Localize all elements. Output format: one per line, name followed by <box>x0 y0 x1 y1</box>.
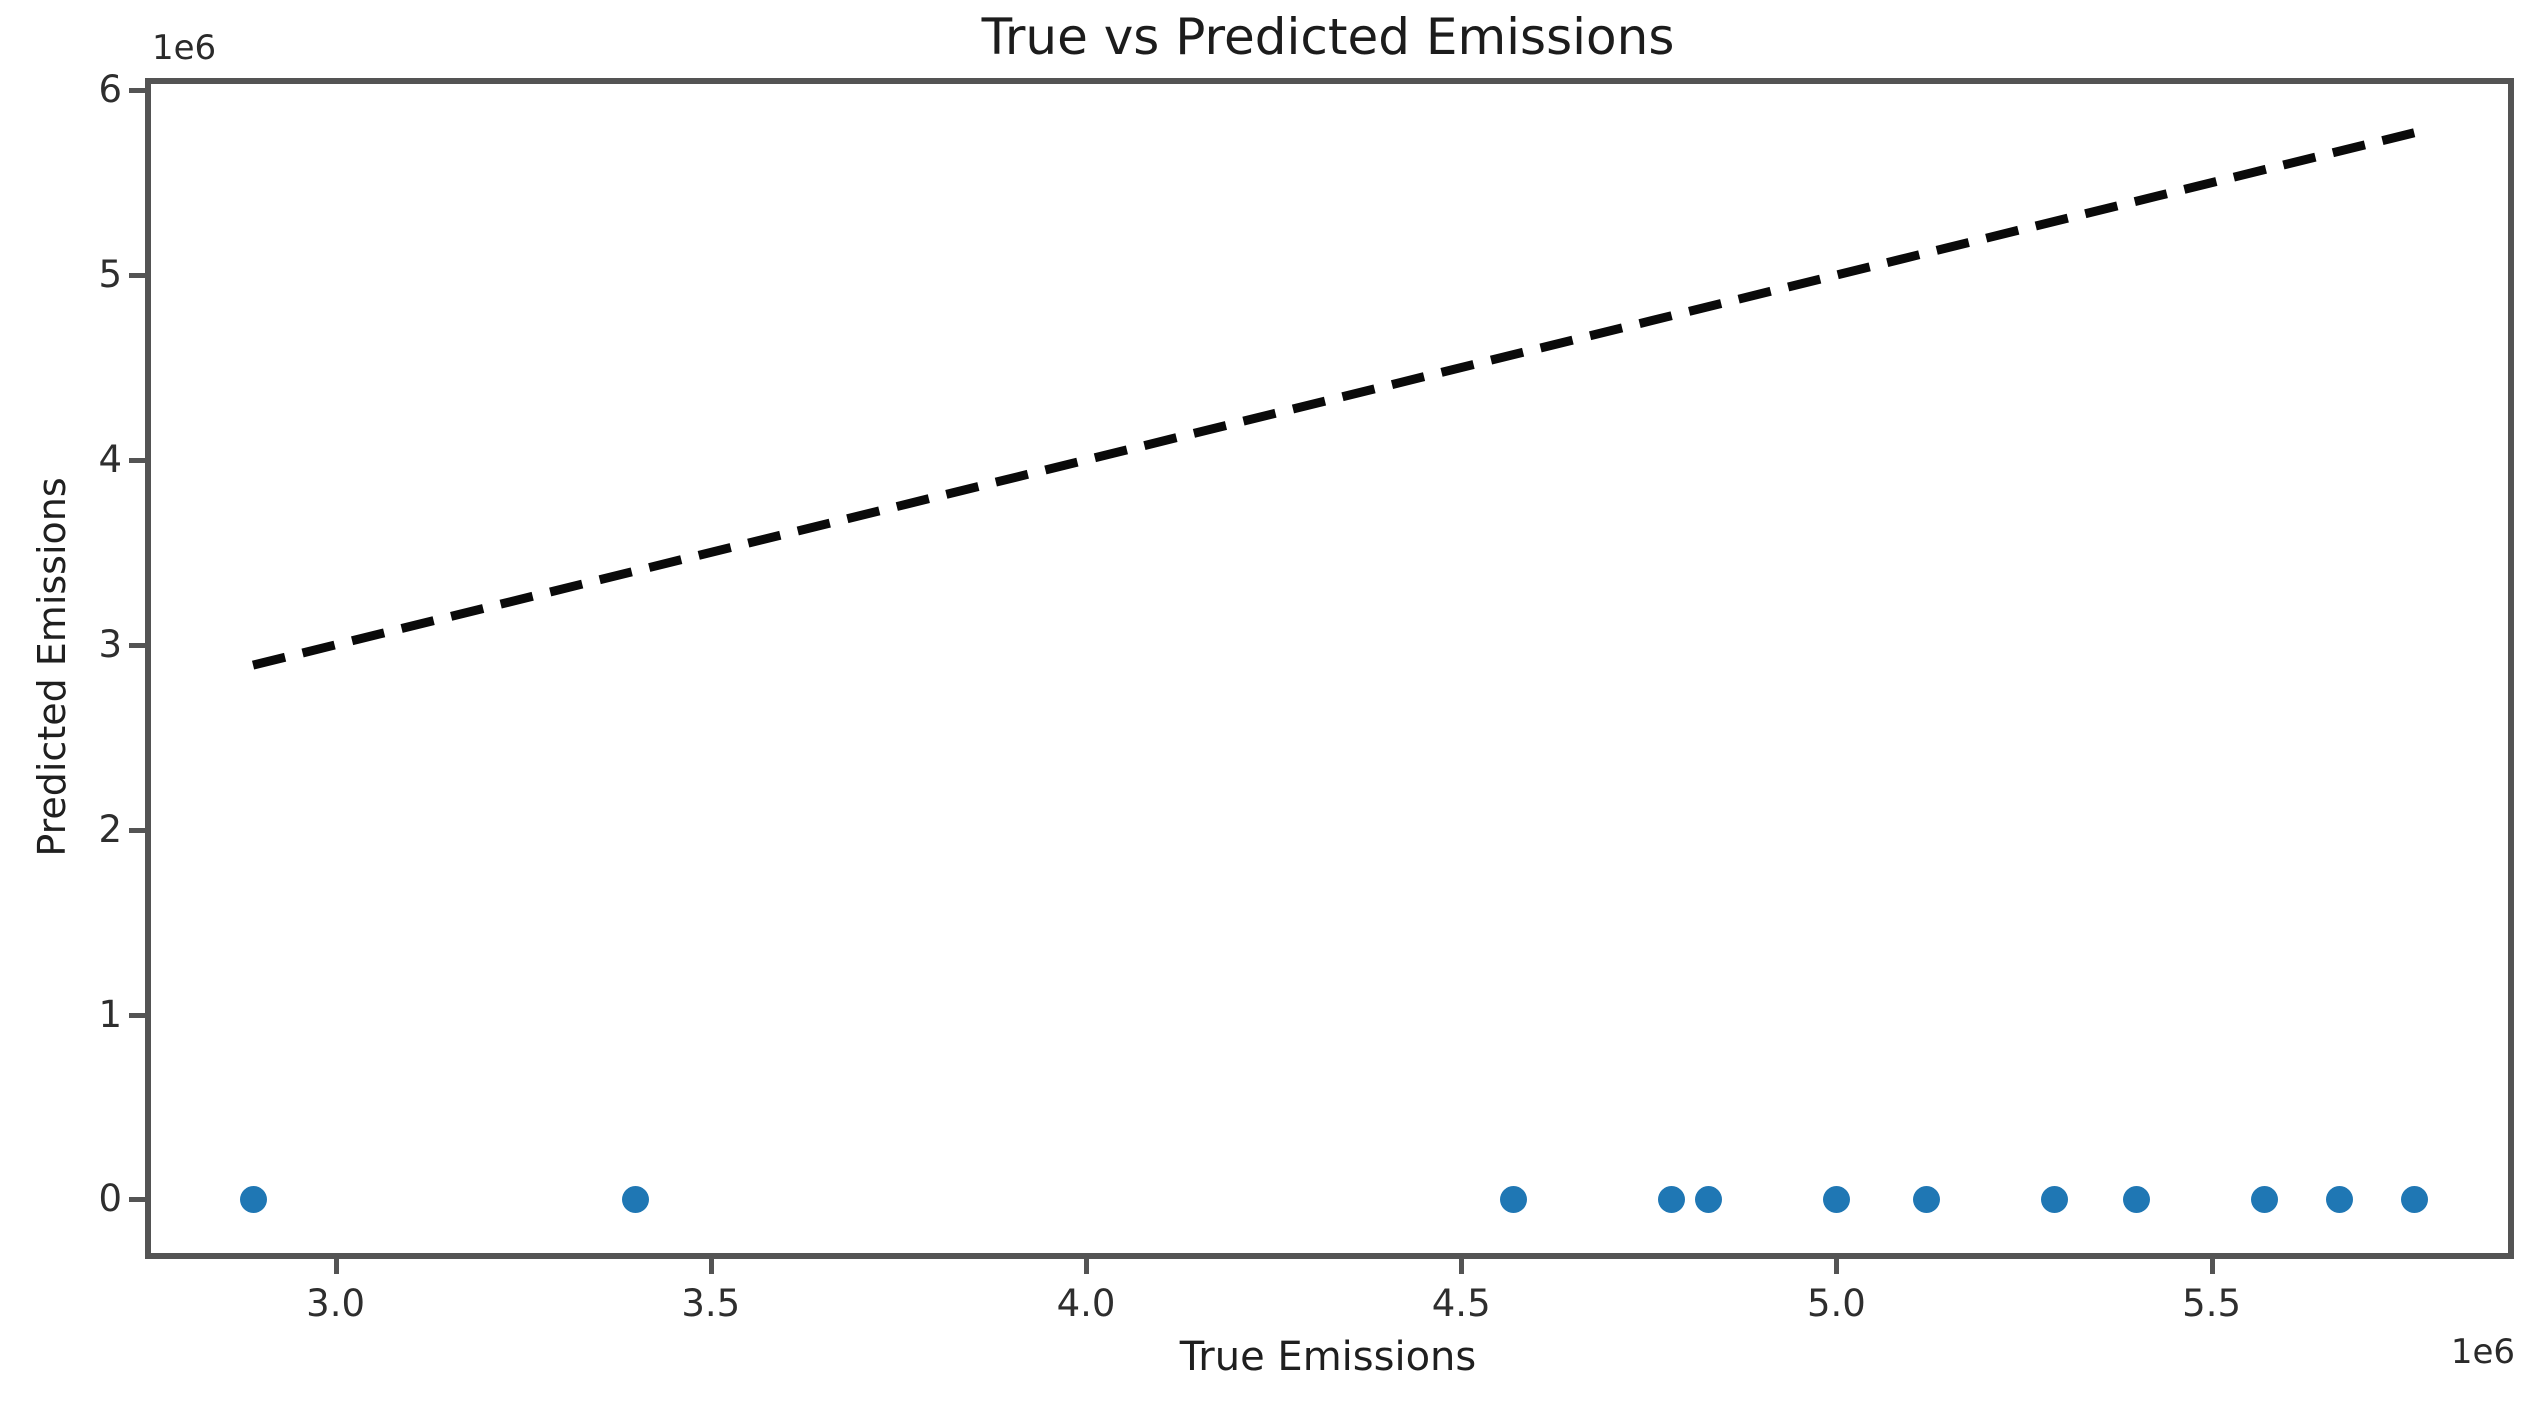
scatter-point <box>622 1185 650 1213</box>
x-tick <box>1459 1257 1465 1274</box>
x-tick <box>2209 1257 2215 1274</box>
y-tick-label: 1 <box>98 992 122 1036</box>
y-tick-label: 0 <box>98 1177 122 1221</box>
y-tick <box>129 457 146 463</box>
scatter-point <box>2325 1185 2353 1213</box>
scatter-point <box>1657 1185 1685 1213</box>
y-axis-offset-label: 1e6 <box>152 28 217 68</box>
y-tick-label: 4 <box>98 437 122 481</box>
y-tick <box>129 88 146 94</box>
x-tick <box>1834 1257 1840 1274</box>
y-axis-label: Predicted Emissions <box>30 477 74 857</box>
x-tick-label: 3.0 <box>306 1282 366 1325</box>
scatter-point <box>2123 1185 2151 1213</box>
x-tick-label: 4.0 <box>1056 1282 1116 1325</box>
y-tick <box>129 1197 146 1203</box>
y-tick-label: 5 <box>98 253 122 297</box>
plot-area <box>145 78 2514 1259</box>
x-axis-label: True Emissions <box>1179 1334 1477 1380</box>
x-tick <box>333 1257 339 1274</box>
y-tick <box>129 273 146 279</box>
y-tick <box>129 642 146 648</box>
scatter-point <box>2040 1185 2068 1213</box>
x-tick-label: 3.5 <box>681 1282 741 1325</box>
scatter-point <box>1500 1185 1528 1213</box>
y-tick-label: 2 <box>98 807 122 851</box>
scatter-point <box>1822 1185 1850 1213</box>
scatter-point <box>1912 1185 1940 1213</box>
x-tick-label: 5.0 <box>1806 1282 1866 1325</box>
y-tick-label: 3 <box>98 622 122 666</box>
y-tick <box>129 1012 146 1018</box>
x-tick <box>1083 1257 1089 1274</box>
y-tick-label: 6 <box>98 68 122 112</box>
scatter-point <box>2250 1185 2278 1213</box>
y-tick <box>129 827 146 833</box>
scatter-point <box>239 1185 267 1213</box>
x-tick-label: 5.5 <box>2182 1282 2241 1325</box>
x-tick-label: 4.5 <box>1431 1282 1491 1325</box>
chart-title: True vs Predicted Emissions <box>981 8 1675 66</box>
x-axis-offset-label: 1e6 <box>2450 1332 2515 1372</box>
scatter-point <box>2400 1185 2428 1213</box>
x-tick <box>708 1257 714 1274</box>
scatter-point <box>1695 1185 1723 1213</box>
